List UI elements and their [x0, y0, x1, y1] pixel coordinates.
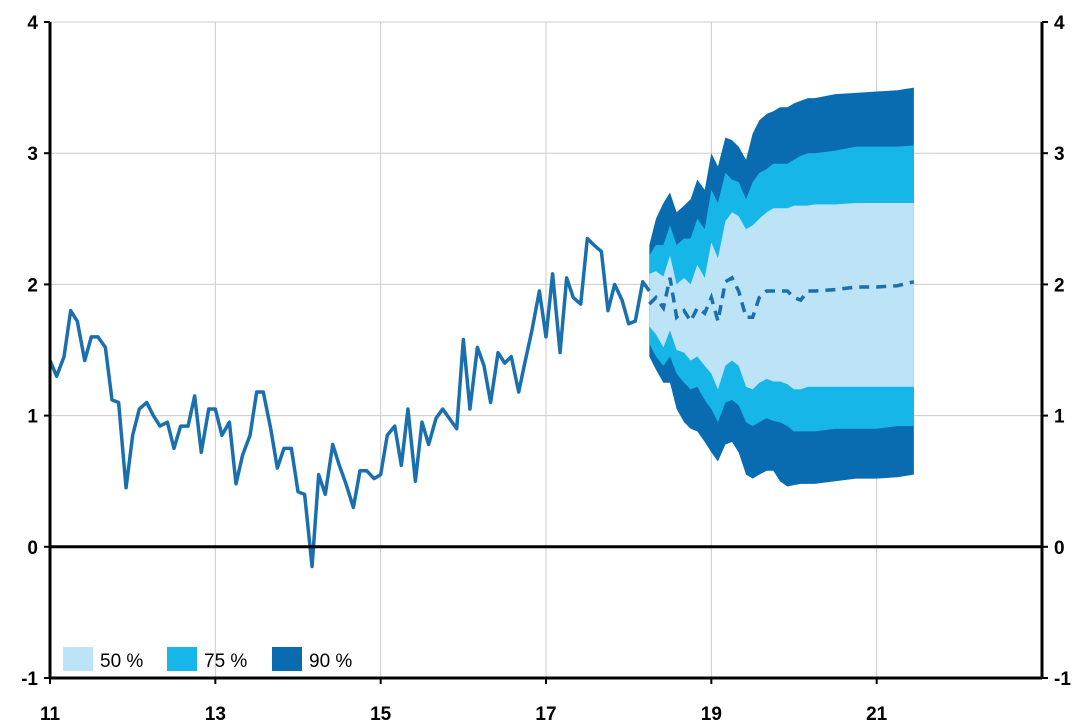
ytick-label-left: 2	[27, 275, 38, 296]
forecast-median-line	[648, 275, 915, 325]
xtick-label: 17	[535, 704, 556, 725]
ytick-label-left: 0	[27, 538, 38, 559]
xtick-label: 11	[40, 704, 61, 725]
history-line	[48, 236, 651, 569]
legend: 50 % 75 % 90 %	[63, 647, 352, 672]
ytick-label-left: -1	[21, 669, 38, 690]
ytick-label-right: 4	[1054, 13, 1065, 34]
ytick-label-right: 3	[1054, 144, 1065, 165]
ytick-label-left: 3	[27, 144, 38, 165]
ytick-label-right: 2	[1054, 275, 1065, 296]
axes	[44, 21, 1048, 684]
ytick-label-left: 1	[27, 407, 38, 428]
ytick-label-left: 4	[27, 13, 38, 34]
band-50	[649, 203, 914, 390]
legend-label-50: 50 %	[100, 651, 143, 672]
legend-label-75: 75 %	[204, 651, 247, 672]
legend-label-90: 90 %	[309, 651, 352, 672]
ytick-label-right: 0	[1054, 538, 1065, 559]
forecast-bands	[649, 87, 914, 487]
xtick-label: 13	[205, 704, 226, 725]
legend-swatch-50	[63, 647, 93, 671]
legend-swatch-90	[272, 647, 302, 671]
legend-swatch-75	[167, 647, 197, 671]
xtick-label: 19	[701, 704, 722, 725]
ytick-label-right: -1	[1054, 669, 1071, 690]
series-lines	[48, 236, 915, 569]
xtick-label: 21	[866, 704, 888, 725]
ytick-label-right: 1	[1054, 407, 1065, 428]
tick-labels: -1 -10 01 12 23 34 411 13 15 17 19 21	[21, 13, 1071, 725]
xtick-label: 15	[370, 704, 392, 725]
